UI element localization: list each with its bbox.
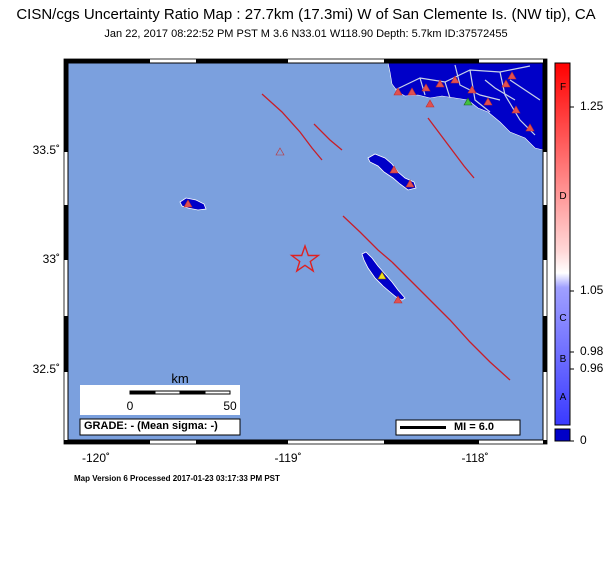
scale-max-label: 50	[223, 399, 237, 413]
star-icon	[289, 243, 321, 273]
colorbar-value-label: 1.25	[580, 99, 604, 113]
scale-unit-label: km	[171, 371, 189, 386]
colorbar-grade-letter: A	[559, 392, 567, 403]
lat-label: 33˚	[42, 252, 60, 266]
colorbar-value-label: 0	[580, 433, 587, 447]
grade-text: GRADE: - (Mean sigma: -)	[84, 420, 218, 432]
station-triangle-icon	[425, 99, 435, 108]
station-triangle-icon	[435, 79, 445, 88]
station-triangle-icon	[393, 87, 403, 96]
station-markers	[183, 71, 535, 304]
station-triangle-icon	[389, 165, 399, 174]
scale-bar-box	[80, 385, 240, 415]
lon-label: -120˚	[81, 451, 110, 465]
colorbar-value-label: 0.98	[580, 344, 604, 358]
station-triangle-icon	[467, 85, 477, 94]
scale-bar	[129, 390, 231, 395]
station-triangle-icon	[450, 75, 460, 84]
station-triangle-icon	[511, 105, 521, 114]
colorbar-value-label: 1.05	[580, 283, 604, 297]
station-triangle-icon	[407, 87, 417, 96]
grade-box	[79, 418, 241, 436]
station-triangle-icon	[525, 123, 535, 132]
station-triangle-icon	[393, 295, 403, 304]
station-triangle-icon	[377, 271, 387, 280]
map-version-footer: Map Version 6 Processed 2017-01-23 03:17…	[74, 474, 280, 483]
station-triangle-icon	[507, 71, 517, 80]
colorbar	[554, 62, 571, 426]
lat-label: 32.5˚	[32, 362, 60, 376]
scale-min-label: 0	[126, 399, 134, 413]
station-triangle-icon	[463, 97, 473, 106]
ocean-area	[68, 63, 543, 440]
fault-lines	[261, 93, 511, 381]
colorbar-grade-letter: B	[559, 354, 567, 365]
colorbar-value-label: 0.96	[580, 361, 604, 375]
colorbar-grade-letter: D	[559, 191, 567, 202]
lon-label: -119˚	[274, 451, 302, 465]
lon-label: -118˚	[461, 451, 489, 465]
station-triangle-icon	[421, 83, 431, 92]
colorbar-grade-letter: C	[559, 313, 567, 324]
station-triangle-icon	[275, 147, 285, 156]
map-title: CISN/cgs Uncertainty Ratio Map : 27.7km …	[16, 6, 596, 23]
colorbar-zero-swatch	[554, 428, 571, 442]
station-triangle-icon	[405, 179, 415, 188]
event-subtitle: Jan 22, 2017 08:22:52 PM PST M 3.6 N33.0…	[104, 28, 508, 40]
station-triangle-icon	[501, 79, 511, 88]
lat-label: 33.5˚	[32, 143, 60, 157]
mi-legend-text: MI = 6.0	[454, 421, 495, 433]
station-triangle-icon	[183, 199, 193, 208]
mi-legend-box	[395, 419, 521, 436]
station-triangle-icon	[483, 97, 493, 106]
colorbar-grade-letter: F	[559, 82, 567, 93]
map-frame	[64, 59, 547, 444]
